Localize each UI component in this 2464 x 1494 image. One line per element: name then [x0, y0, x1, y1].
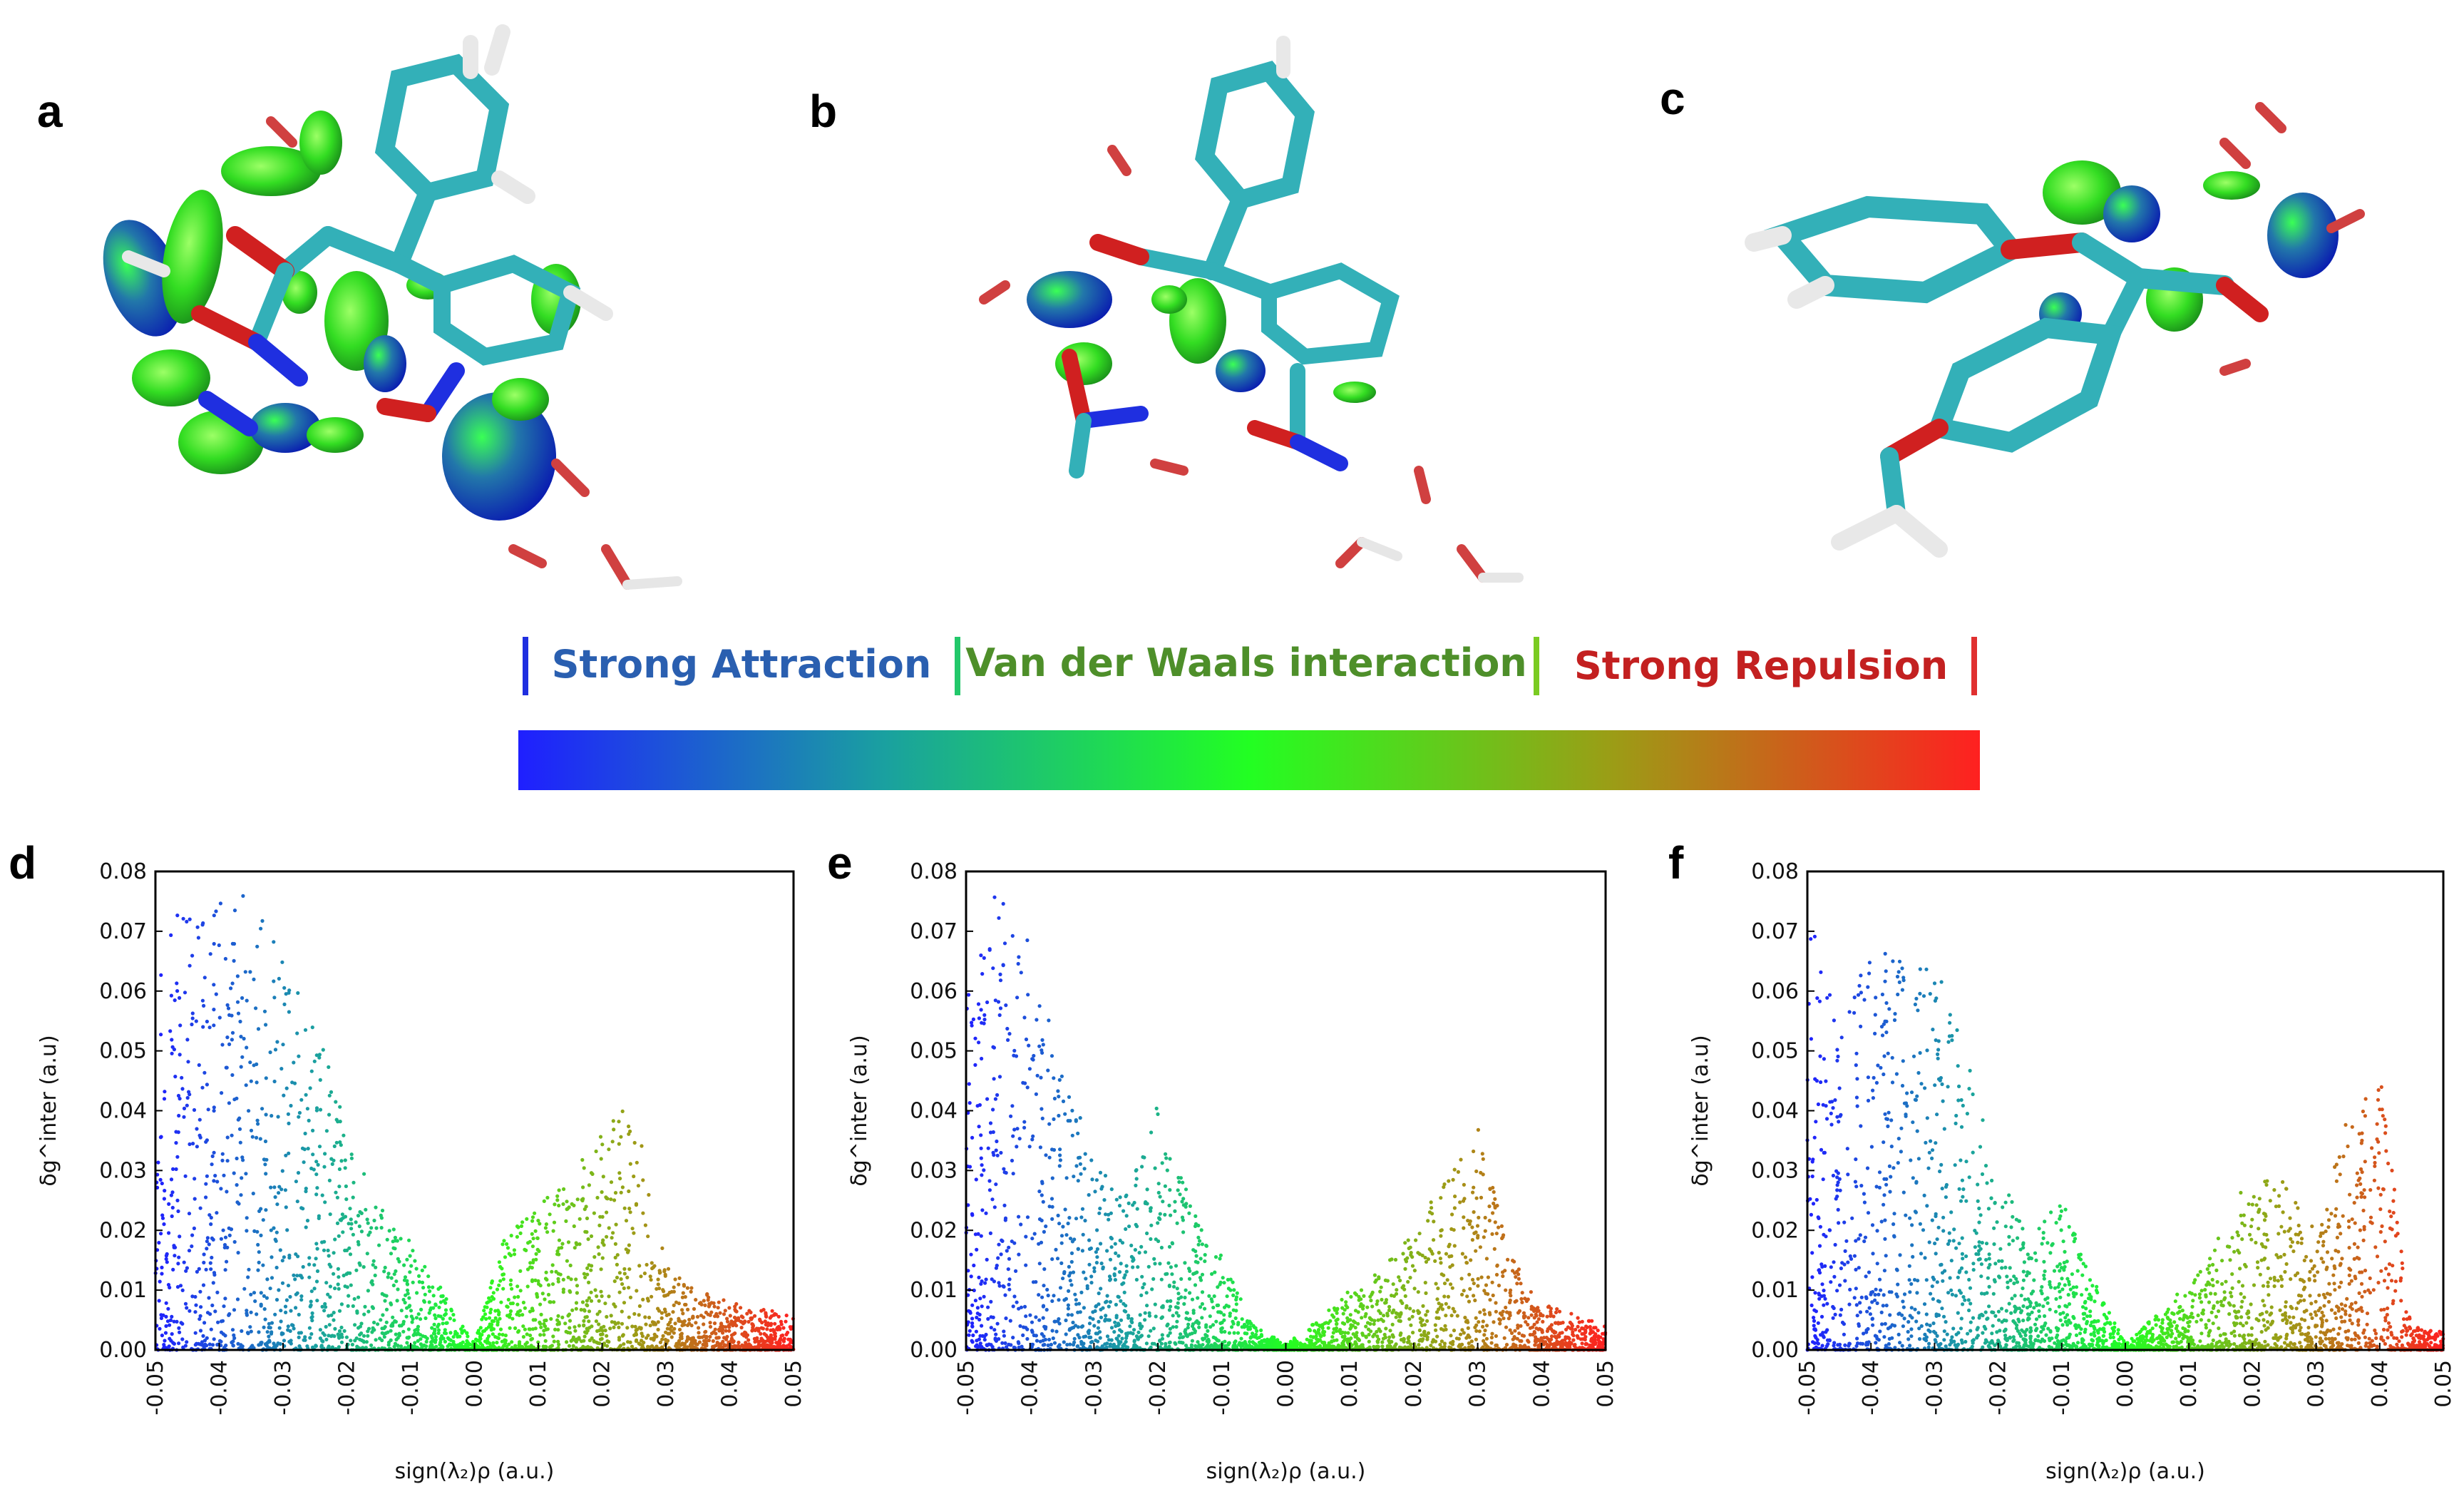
x-axis-label: sign(λ₂)ρ (a.u.): [395, 1459, 555, 1484]
scatter-points-d: [153, 894, 796, 1352]
x-tick-label: -0.05: [143, 1360, 168, 1416]
y-tick-label: 0.03: [910, 1158, 958, 1183]
scatter-points-f: [1805, 934, 2445, 1352]
x-tick-label: -0.02: [1986, 1360, 2011, 1416]
panel-label-d: d: [9, 837, 36, 889]
colorbar-legend: Strong Attraction Van der Waals interact…: [518, 637, 1980, 790]
y-tick-label: 0.02: [910, 1218, 958, 1243]
x-tick-label: -0.01: [1210, 1360, 1235, 1416]
y-tick-label: 0.03: [99, 1158, 147, 1183]
y-tick-label: 0.00: [910, 1338, 958, 1363]
y-tick-label: 0.01: [99, 1278, 147, 1303]
y-tick-label: 0.02: [1751, 1218, 1799, 1243]
x-tick-label: 0.04: [2368, 1360, 2393, 1408]
panel-label-e: e: [827, 837, 853, 889]
x-tick-label: -0.05: [1795, 1360, 1820, 1416]
plot-frame-f: [1806, 870, 2445, 1351]
y-axis-label: δg^inter (a.u): [36, 1035, 61, 1186]
legend-strong-attraction: Strong Attraction: [552, 642, 932, 687]
panel-label-b: b: [809, 86, 837, 137]
y-tick-label: 0.08: [1751, 859, 1799, 884]
y-axis-label: δg^inter (a.u): [847, 1035, 872, 1186]
x-tick-label: 0.00: [1274, 1360, 1299, 1408]
y-tick-label: 0.05: [910, 1039, 958, 1064]
y-tick-label: 0.07: [99, 919, 147, 944]
x-axis-label: sign(λ₂)ρ (a.u.): [1206, 1459, 1366, 1484]
scatter-plots: d 0.00 0.01 0.02 0.03 0.04 0.05 0.06 0.07 0.08 -0.…: [9, 837, 2456, 1484]
x-tick-label: 0.05: [1593, 1360, 1618, 1408]
x-tick-label: -0.03: [271, 1360, 296, 1416]
molecule-render-c: [1745, 102, 2365, 558]
molecule-render-a: [103, 24, 682, 590]
x-tick-label: 0.05: [2431, 1360, 2456, 1408]
legend-van-der-waals: Van der Waals interaction: [965, 640, 1527, 685]
y-tick-label: 0.04: [99, 1099, 147, 1124]
x-tick-label: -0.04: [1018, 1360, 1043, 1416]
scatter-panel-f: f 0.00 0.01 0.02 0.03 0.04 0.05 0.06 0.07 0.08 -0.…: [1668, 837, 2456, 1484]
y-tick-label: 0.06: [910, 979, 958, 1004]
panel-label-c: c: [1660, 73, 1685, 124]
y-tick-label: 0.07: [1751, 919, 1799, 944]
scatter-points-e: [964, 895, 1608, 1352]
y-tick-label: 0.05: [1751, 1039, 1799, 1064]
y-tick-label: 0.04: [1751, 1099, 1799, 1124]
y-tick-label: 0.08: [910, 859, 958, 884]
legend-strong-repulsion: Strong Repulsion: [1574, 643, 1948, 688]
y-tick-label: 0.06: [1751, 979, 1799, 1004]
x-tick-label: 0.03: [654, 1360, 679, 1408]
y-tick-label: 0.00: [99, 1338, 147, 1363]
x-tick-label: 0.04: [1529, 1360, 1554, 1408]
x-tick-label: 0.01: [1338, 1360, 1362, 1408]
y-tick-label: 0.07: [910, 919, 958, 944]
y-tick-label: 0.08: [99, 859, 147, 884]
x-tick-label: 0.02: [2240, 1360, 2265, 1408]
y-axis-label: δg^inter (a.u): [1688, 1035, 1713, 1186]
x-tick-label: 0.05: [781, 1360, 806, 1408]
scatter-panel-d: d 0.00 0.01 0.02 0.03 0.04 0.05 0.06 0.07 0.08 -0.…: [9, 837, 806, 1484]
molecule-render-b: [979, 36, 1524, 583]
x-tick-label: 0.01: [526, 1360, 551, 1408]
x-tick-label: -0.02: [1146, 1360, 1171, 1416]
x-axis-label: sign(λ₂)ρ (a.u.): [2045, 1459, 2205, 1484]
x-tick-label: 0.02: [590, 1360, 615, 1408]
y-tick-label: 0.04: [910, 1099, 958, 1124]
x-tick-label: -0.01: [2050, 1360, 2075, 1416]
scatter-panel-e: e 0.00 0.01 0.02 0.03 0.04 0.05 0.06 0.07 0.08 -0.…: [827, 837, 1618, 1484]
y-tick-label: 0.00: [1751, 1338, 1799, 1363]
x-tick-label: -0.02: [335, 1360, 360, 1416]
y-tick-label: 0.02: [99, 1218, 147, 1243]
plot-frame-d: [154, 870, 795, 1351]
x-tick-label: 0.03: [1466, 1360, 1491, 1408]
x-tick-label: 0.04: [718, 1360, 743, 1408]
x-tick-label: -0.03: [1082, 1360, 1107, 1416]
x-tick-label: -0.04: [207, 1360, 232, 1416]
x-tick-label: -0.05: [954, 1360, 979, 1416]
y-tick-label: 0.01: [910, 1278, 958, 1303]
colorbar-gradient: [518, 730, 1980, 790]
y-tick-label: 0.06: [99, 979, 147, 1004]
panel-label-f: f: [1668, 837, 1684, 889]
x-tick-label: -0.01: [399, 1360, 423, 1416]
y-tick-label: 0.05: [99, 1039, 147, 1064]
y-tick-label: 0.01: [1751, 1278, 1799, 1303]
x-tick-label: 0.00: [463, 1360, 488, 1408]
panel-label-a: a: [37, 86, 63, 137]
y-tick-label: 0.03: [1751, 1158, 1799, 1183]
x-tick-label: 0.02: [1402, 1360, 1427, 1408]
x-tick-label: 0.00: [2113, 1360, 2138, 1408]
x-tick-label: -0.04: [1859, 1360, 1884, 1416]
x-tick-label: -0.03: [1922, 1360, 1947, 1416]
x-tick-label: 0.03: [2304, 1360, 2329, 1408]
x-tick-label: 0.01: [2177, 1360, 2202, 1408]
